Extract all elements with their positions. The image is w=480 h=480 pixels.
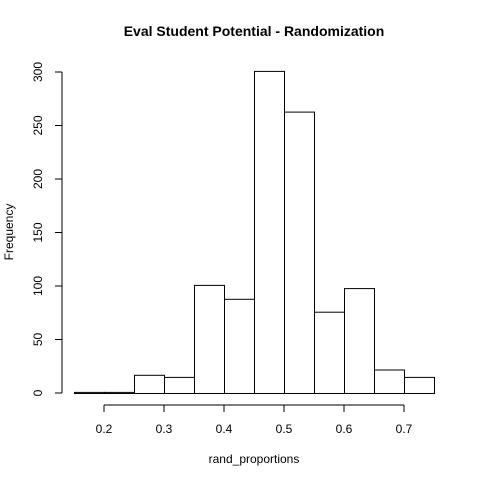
- y-axis-label: Frequency: [2, 204, 16, 261]
- histogram-bar: [344, 288, 375, 395]
- histogram-bar: [134, 374, 165, 394]
- histogram-bar: [404, 376, 435, 394]
- x-tick-label: 0.5: [276, 422, 293, 436]
- y-tick-label: 200: [31, 169, 45, 189]
- x-tick-label: 0.7: [396, 422, 413, 436]
- histogram-bar: [104, 391, 135, 394]
- histogram-bar: [164, 376, 195, 394]
- chart-title: Eval Student Potential - Randomization: [124, 23, 385, 39]
- y-tick-label: 150: [31, 222, 45, 242]
- bars-group: [74, 70, 435, 395]
- y-tick-label: 50: [31, 333, 45, 347]
- x-axis: 0.2 0.3 0.4 0.5 0.6 0.7: [96, 404, 413, 436]
- y-tick-label: 300: [31, 62, 45, 82]
- y-tick-label: 250: [31, 115, 45, 135]
- histogram-bar: [194, 284, 225, 394]
- y-axis: 0 50 100 150 200 250 300: [31, 62, 63, 396]
- histogram-bar: [74, 391, 105, 394]
- y-tick-label: 100: [31, 276, 45, 296]
- x-axis-label: rand_proportions: [209, 452, 300, 466]
- histogram-bar: [254, 70, 285, 395]
- histogram-bar: [374, 369, 405, 394]
- x-tick-label: 0.6: [336, 422, 353, 436]
- histogram-bar: [224, 298, 255, 394]
- histogram-bar: [284, 111, 315, 394]
- x-tick-label: 0.3: [156, 422, 173, 436]
- x-tick-label: 0.2: [96, 422, 113, 436]
- x-tick-label: 0.4: [216, 422, 233, 436]
- y-tick-label: 0: [31, 389, 45, 396]
- histogram-bar: [314, 311, 345, 395]
